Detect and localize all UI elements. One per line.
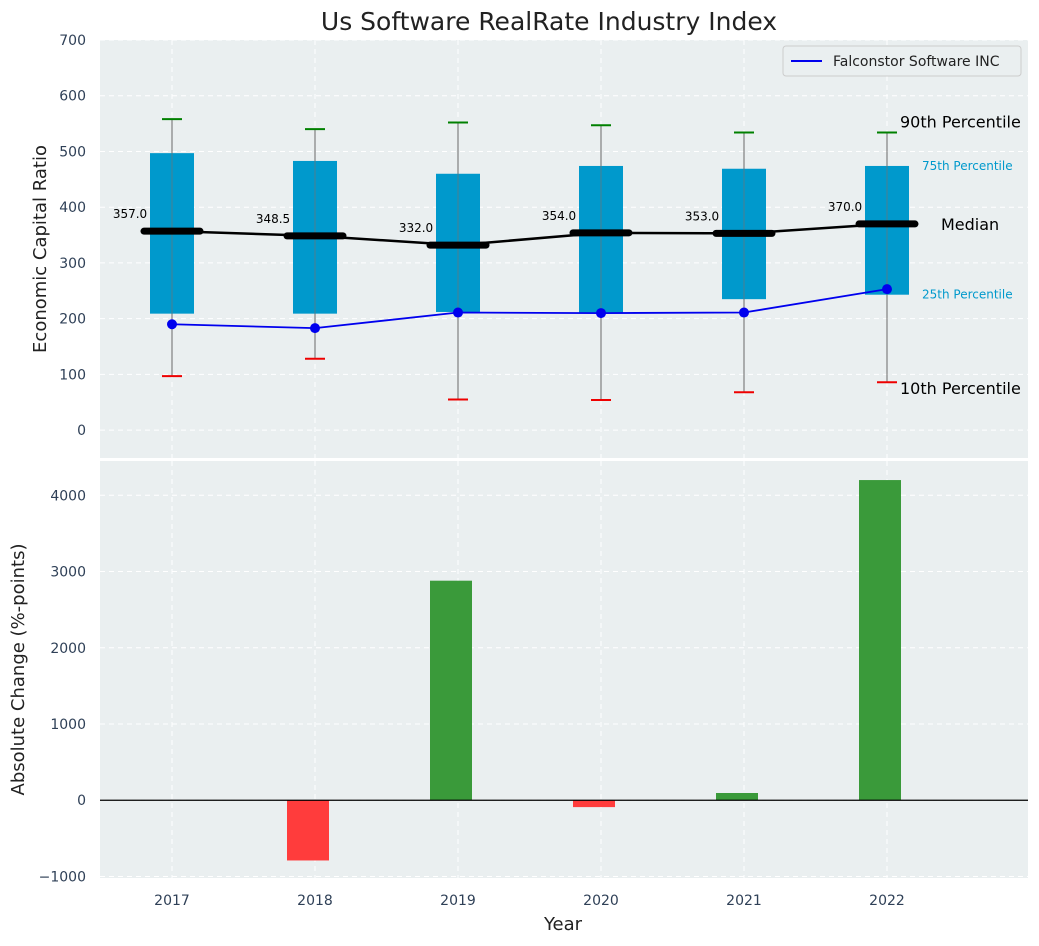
y-tick-label-bottom: 4000: [50, 488, 86, 504]
company-line: [171, 288, 888, 330]
company-point: [167, 319, 177, 330]
company-point: [453, 307, 463, 318]
change-bar: [287, 800, 329, 861]
legend: Falconstor Software INC: [782, 45, 1022, 77]
x-tick-label: 2020: [583, 893, 619, 909]
y-tick-label-top: 200: [59, 312, 86, 328]
company-point: [596, 308, 606, 319]
company-point: [739, 307, 749, 318]
annotation-median: Median: [941, 215, 999, 234]
box-plot-panel: 0 100 200 300 400 500 600 700 357.0 348.5 332.0 354…: [30, 33, 1028, 458]
company-point: [310, 323, 320, 334]
median-value-label: 370.0: [828, 200, 862, 214]
y-tick-label-top: 0: [77, 423, 86, 439]
y-tick-label-top: 500: [59, 144, 86, 160]
y-tick-label-bottom: 2000: [50, 641, 86, 657]
x-axis-label: Year: [543, 914, 583, 935]
x-tick-label: 2018: [297, 893, 333, 909]
y-axis-label-top: Economic Capital Ratio: [30, 145, 51, 353]
x-tick-label: 2019: [440, 893, 476, 909]
y-tick-label-bottom: 0: [77, 793, 86, 809]
median-value-label: 354.0: [542, 209, 576, 223]
change-bar: [573, 800, 615, 808]
y-tick-label-top: 100: [59, 367, 86, 383]
y-tick-label-top: 700: [59, 33, 86, 49]
annotation-p75: 75th Percentile: [922, 159, 1013, 173]
annotation-p90: 90th Percentile: [900, 113, 1021, 132]
change-bar: [716, 792, 758, 801]
y-tick-label-top: 400: [59, 200, 86, 216]
change-bar: [859, 480, 901, 801]
y-axis-label-bottom: Absolute Change (%-points): [8, 544, 29, 796]
chart-title: Us Software RealRate Industry Index: [321, 7, 777, 36]
median-value-label: 353.0: [685, 209, 719, 223]
company-point: [882, 284, 892, 295]
change-bar: [430, 580, 472, 801]
bar-chart-panel: −1000 0 1000 2000 3000 4000 2017 2018 2019 2020 20…: [8, 461, 1028, 909]
y-tick-label-bottom: 1000: [50, 717, 86, 733]
median-value-label: 348.5: [256, 212, 290, 226]
legend-entry: Falconstor Software INC: [833, 54, 1000, 70]
x-tick-label: 2021: [726, 893, 762, 909]
y-tick-label-top: 300: [59, 256, 86, 272]
y-tick-label-bottom: −1000: [39, 869, 86, 885]
y-tick-label-bottom: 3000: [50, 565, 86, 581]
y-tick-label-top: 600: [59, 89, 86, 105]
legend-box: [782, 45, 1022, 77]
median-value-label: 332.0: [399, 221, 433, 235]
x-tick-label: 2017: [154, 893, 190, 909]
annotation-p10: 10th Percentile: [900, 379, 1021, 398]
median-value-label: 357.0: [113, 207, 147, 221]
annotation-p25: 25th Percentile: [922, 288, 1013, 302]
x-tick-label: 2022: [869, 893, 905, 909]
